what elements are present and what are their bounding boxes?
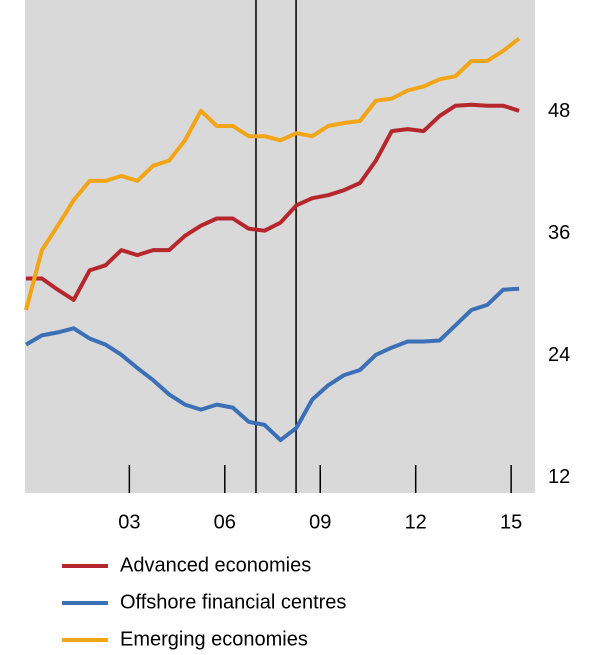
x-tick-label: 03 xyxy=(118,511,140,533)
x-tick-label: 09 xyxy=(309,511,331,533)
y-tick-label: 12 xyxy=(548,466,570,488)
series-line xyxy=(26,102,520,302)
series-line xyxy=(24,286,520,443)
x-tick-label: 12 xyxy=(405,511,427,533)
legend-label: Advanced economies xyxy=(120,554,311,576)
x-tick-label: 06 xyxy=(214,511,236,533)
series-line xyxy=(24,37,521,311)
y-tick-label: 24 xyxy=(548,344,570,366)
plot-background xyxy=(25,0,535,493)
y-tick-label: 36 xyxy=(548,222,570,244)
legend-label: Offshore financial centres xyxy=(120,591,346,613)
x-tick-label: 15 xyxy=(500,511,522,533)
y-tick-label: 48 xyxy=(548,100,570,122)
legend-label: Emerging economies xyxy=(120,628,308,650)
